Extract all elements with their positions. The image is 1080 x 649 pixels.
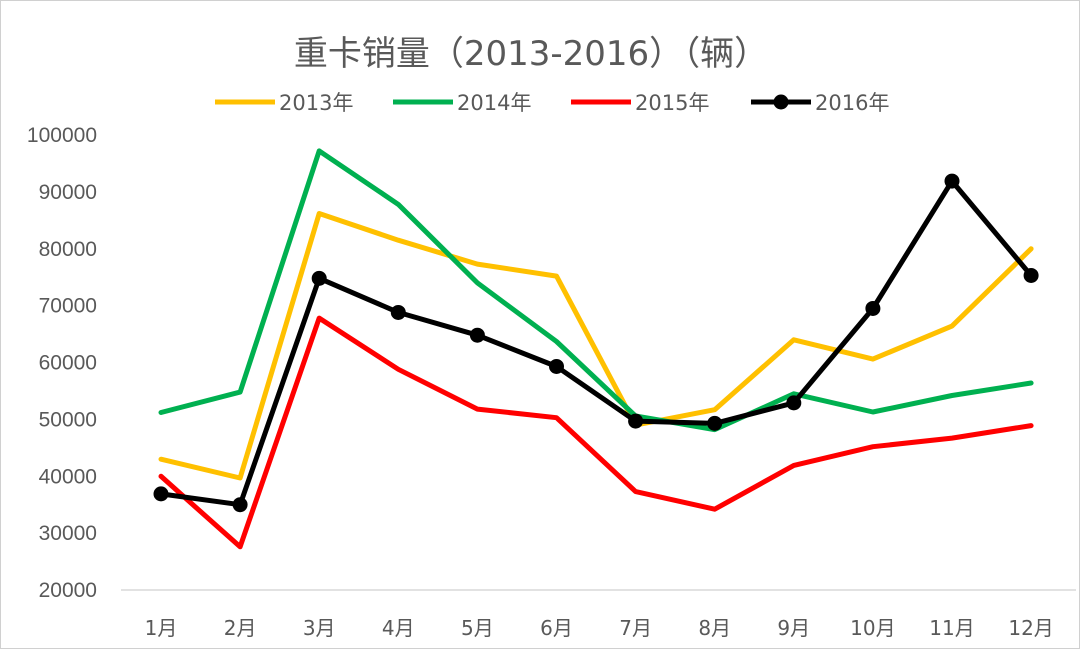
x-tick-label: 1月 <box>145 616 178 640</box>
data-point <box>549 358 564 374</box>
y-tick-label: 90000 <box>39 181 97 204</box>
y-tick-label: 40000 <box>39 465 97 488</box>
legend-item: 2013年 <box>215 91 353 115</box>
legend: 2013年 2014年 2015年 2016年 <box>215 91 889 115</box>
data-point <box>944 173 960 189</box>
data-point <box>469 327 485 343</box>
series-line <box>158 148 1034 433</box>
x-tick-label: 4月 <box>382 616 415 640</box>
series-line <box>158 315 1034 550</box>
series-line <box>158 211 1034 481</box>
legend-label: 2013年 <box>279 91 353 115</box>
data-point <box>390 304 406 320</box>
data-point <box>153 486 169 502</box>
series-2013年 <box>158 211 1034 481</box>
data-point <box>628 413 644 429</box>
legend-marker <box>773 94 789 110</box>
x-tick-label: 9月 <box>777 616 810 640</box>
plot-area <box>153 148 1039 550</box>
y-tick-label: 50000 <box>39 408 97 431</box>
data-point <box>786 395 802 411</box>
data-point <box>232 497 248 513</box>
x-tick-label: 10月 <box>850 616 895 640</box>
x-tick-label: 12月 <box>1008 616 1053 640</box>
y-tick-label: 60000 <box>39 352 97 375</box>
x-tick-label: 5月 <box>461 616 494 640</box>
y-tick-label: 100000 <box>27 124 97 147</box>
series-2015年 <box>158 315 1034 550</box>
y-tick-label: 30000 <box>39 522 97 545</box>
legend-label: 2016年 <box>815 91 889 115</box>
x-tick-label: 7月 <box>619 616 652 640</box>
y-axis: 20000 30000 40000 50000 60000 70000 80000 90000… <box>27 124 97 602</box>
legend-label: 2014年 <box>457 91 531 115</box>
legend-label: 2015年 <box>635 91 709 115</box>
y-tick-label: 70000 <box>39 295 97 318</box>
x-tick-label: 2月 <box>224 616 257 640</box>
x-tick-label: 6月 <box>540 616 573 640</box>
series-line <box>158 178 1034 508</box>
x-axis: 1月 2月 3月 4月 5月 6月 7月 8月 9月 10月 11月 12月 <box>121 589 1076 640</box>
data-point <box>1023 267 1039 283</box>
x-tick-label: 3月 <box>303 616 336 640</box>
data-point <box>865 300 881 316</box>
series-2014年 <box>158 148 1034 433</box>
data-point <box>707 415 723 431</box>
x-tick-label: 8月 <box>698 616 731 640</box>
x-tick-label: 11月 <box>929 616 974 640</box>
legend-item: 2015年 <box>571 91 709 115</box>
series-2016年 <box>153 173 1039 513</box>
legend-item: 2014年 <box>393 91 531 115</box>
y-tick-label: 80000 <box>39 238 97 261</box>
y-tick-label: 20000 <box>39 579 97 602</box>
data-point <box>311 270 327 286</box>
legend-item: 2016年 <box>751 91 889 115</box>
chart-title: 重卡销量（2013-2016）（辆） <box>294 34 768 74</box>
